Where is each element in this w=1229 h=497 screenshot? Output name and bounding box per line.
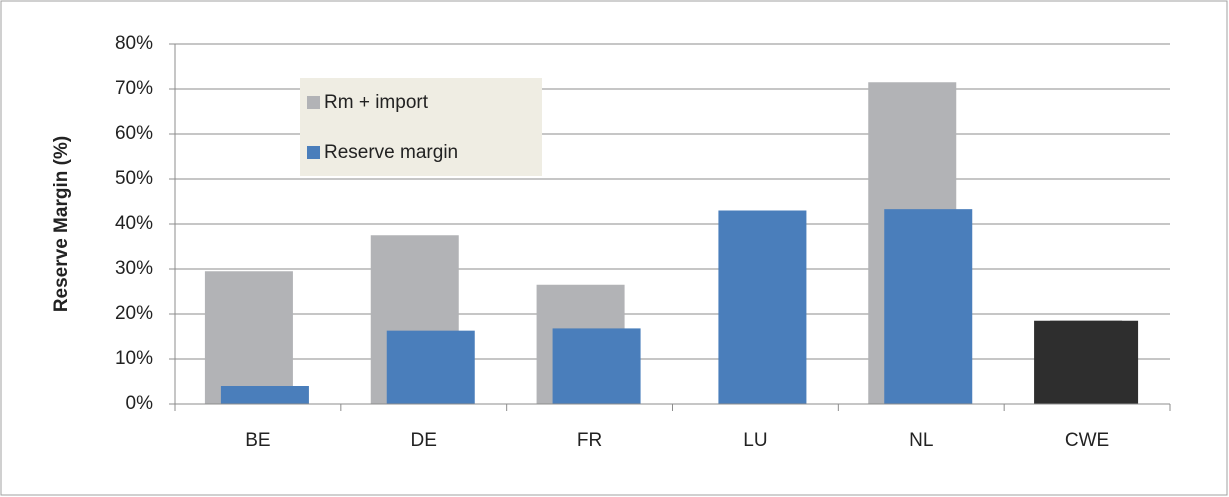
y-tick-label: 0% (126, 393, 154, 414)
y-tick-label: 60% (115, 123, 153, 144)
y-tick-label: 40% (115, 213, 153, 234)
x-tick-label: DE (411, 430, 437, 451)
bar (718, 210, 807, 404)
x-tick-label: CWE (1065, 430, 1109, 451)
x-tick-label: NL (909, 430, 933, 451)
y-tick-label: 20% (115, 303, 153, 324)
y-tick-label: 10% (115, 348, 153, 369)
legend-label: Reserve margin (324, 142, 458, 163)
legend-swatch (307, 146, 320, 159)
y-tick-label: 70% (115, 78, 153, 99)
y-tick-label: 50% (115, 168, 153, 189)
bar (1050, 320, 1139, 404)
legend-box (300, 78, 542, 176)
legend-swatch (307, 96, 320, 109)
x-tick-label: FR (577, 430, 602, 451)
legend-label: Rm + import (324, 92, 429, 113)
bar (204, 271, 293, 404)
y-tick-label: 80% (115, 33, 153, 54)
bar (884, 209, 973, 404)
bar (386, 330, 475, 404)
y-tick-label: 30% (115, 258, 153, 279)
bar (552, 328, 641, 404)
x-tick-label: BE (245, 430, 270, 451)
bar (220, 386, 309, 404)
x-tick-label: LU (743, 430, 767, 451)
y-axis-label: Reserve Margin (%) (51, 136, 72, 312)
